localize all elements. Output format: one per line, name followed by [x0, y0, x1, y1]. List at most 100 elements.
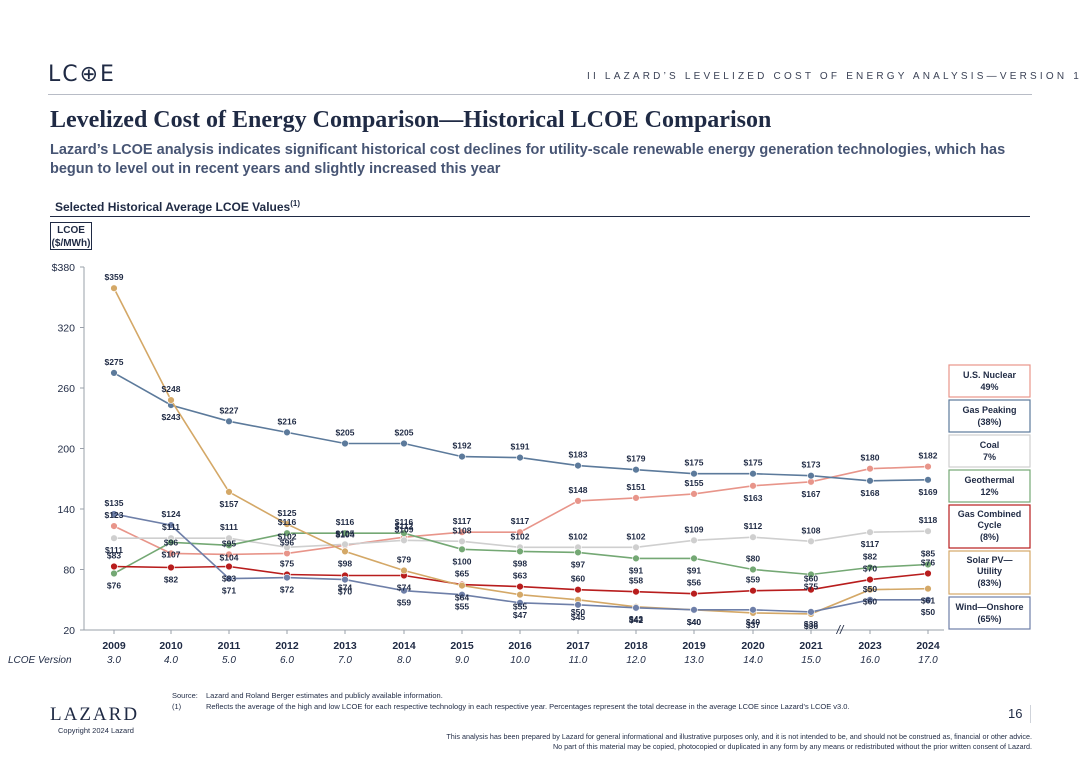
data-point	[807, 570, 815, 579]
x-tick-label: 2024	[916, 640, 940, 652]
legend-percent: (83%)	[977, 578, 1001, 588]
data-point	[807, 608, 815, 616]
data-label: $70	[863, 564, 877, 574]
unit-label-box: LCOE ($/MWh)	[50, 222, 92, 250]
data-point	[283, 573, 291, 582]
data-point	[110, 284, 118, 292]
data-point	[283, 428, 291, 437]
data-point	[225, 488, 233, 496]
data-label: $79	[397, 555, 411, 565]
data-label: $59	[746, 575, 760, 585]
data-point	[924, 584, 932, 593]
data-point	[400, 586, 408, 595]
data-label: $180	[861, 453, 880, 463]
data-point	[749, 470, 757, 478]
version-label: 15.0	[801, 655, 821, 666]
x-tick-label: 2012	[275, 640, 299, 652]
legend-item	[948, 596, 1031, 630]
data-point	[167, 538, 175, 546]
data-point	[574, 497, 582, 505]
data-label: $45	[571, 612, 585, 622]
data-point	[167, 563, 175, 572]
data-label: $117	[861, 539, 880, 549]
data-label: $104	[336, 529, 355, 539]
data-point	[690, 589, 698, 598]
data-label: $91	[687, 565, 701, 575]
data-label: $135	[105, 498, 124, 508]
data-point	[110, 562, 118, 571]
version-label: 3.0	[107, 655, 121, 666]
data-point	[574, 601, 582, 609]
data-point	[516, 590, 524, 599]
version-label: 4.0	[164, 655, 178, 666]
data-label: $50	[571, 607, 585, 617]
data-label: $183	[569, 450, 588, 460]
data-point	[225, 534, 233, 542]
data-point	[866, 477, 874, 485]
legend-percent: 7%	[983, 452, 996, 462]
data-point	[632, 543, 640, 551]
data-label: $108	[453, 525, 472, 535]
data-point	[283, 549, 291, 558]
data-label: $179	[627, 454, 646, 464]
data-point	[632, 494, 640, 502]
data-label: $243	[162, 412, 181, 422]
data-label: $192	[453, 441, 472, 451]
y-tick-label: 200	[57, 444, 75, 456]
data-label: $55	[455, 602, 469, 612]
data-label: $169	[919, 487, 938, 497]
data-label: $70	[338, 587, 352, 597]
data-point	[807, 585, 815, 594]
legend-label: Gas Peaking	[962, 405, 1016, 415]
legend-label: Cycle	[977, 520, 1001, 530]
data-label: $175	[685, 458, 704, 468]
footnote-source-key: Source:	[172, 691, 198, 700]
data-label: $168	[861, 488, 880, 498]
chart-section-title-text: Selected Historical Average LCOE Values	[55, 200, 291, 214]
version-label: 13.0	[684, 655, 704, 666]
page-subtitle: Lazard’s LCOE analysis indicates signifi…	[50, 142, 1006, 177]
data-label: $111	[220, 522, 238, 532]
legend-percent: 12%	[980, 487, 998, 497]
y-tick-label: 320	[57, 323, 75, 335]
data-label: $47	[513, 610, 527, 620]
legend-label: Gas Combined	[958, 509, 1022, 519]
header-divider	[48, 94, 1032, 95]
data-point	[516, 582, 524, 591]
data-point	[400, 566, 408, 575]
data-label: $58	[629, 576, 643, 586]
data-label: $116	[336, 517, 355, 527]
data-point	[690, 536, 698, 544]
data-label: $59	[397, 598, 411, 608]
data-label: $167	[802, 489, 821, 499]
lcoe-logo: LC⊕E	[48, 62, 116, 87]
version-label: 10.0	[510, 655, 530, 666]
data-point	[866, 465, 874, 473]
data-label: $82	[863, 552, 877, 562]
data-label: $123	[105, 510, 124, 520]
y-tick-label: $380	[52, 262, 76, 274]
data-point	[110, 522, 118, 530]
x-tick-label: 2009	[102, 640, 126, 652]
data-point	[458, 545, 466, 553]
data-point	[167, 549, 175, 558]
legend-label: U.S. Nuclear	[963, 370, 1017, 380]
data-point	[632, 587, 640, 596]
x-tick-label: 2020	[741, 640, 765, 652]
legend-percent: (65%)	[977, 614, 1001, 624]
unit-label-line2: ($/MWh)	[51, 238, 91, 249]
data-point	[924, 569, 932, 578]
data-point	[458, 452, 466, 461]
data-label: $125	[278, 508, 297, 518]
data-point	[110, 534, 118, 542]
data-label: $105	[336, 528, 355, 538]
legend-label: Geothermal	[964, 475, 1014, 485]
data-point	[574, 585, 582, 594]
data-label: $80	[746, 554, 760, 564]
footnote-marker: (1)	[290, 199, 300, 208]
data-label: $111	[162, 522, 180, 532]
data-point	[400, 536, 408, 544]
data-point	[690, 470, 698, 478]
legend-item	[948, 434, 1031, 468]
x-tick-label: 2017	[566, 640, 590, 652]
